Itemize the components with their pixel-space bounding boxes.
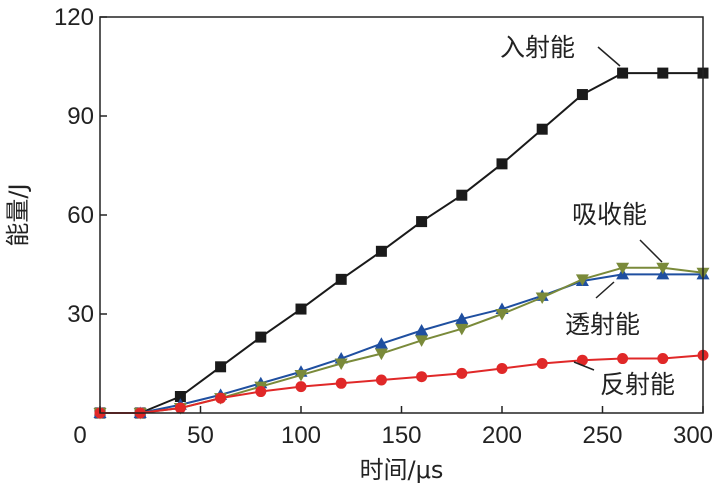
data-point-marker <box>616 262 630 275</box>
data-point-marker <box>576 89 588 101</box>
data-point-marker <box>295 303 307 315</box>
data-point-marker <box>416 371 428 383</box>
data-point-marker <box>496 362 508 374</box>
x-tick-label: 250 <box>582 422 622 449</box>
data-point-marker <box>334 358 348 370</box>
series-4 <box>94 349 709 419</box>
data-point-marker <box>335 377 347 389</box>
y-tick-label: 30 <box>67 301 94 328</box>
x-tick-label: 200 <box>482 422 522 449</box>
x-tick-label: 0 <box>73 422 86 449</box>
data-point-marker <box>575 274 589 286</box>
data-point-marker <box>295 381 307 393</box>
data-point-marker <box>255 331 267 343</box>
data-point-marker <box>495 309 509 321</box>
annotation-leader-line <box>573 361 595 371</box>
y-tick-label: 90 <box>67 103 94 130</box>
tick-layer: 0 50 100 150 200 250 300 30 60 90 120 <box>54 4 713 449</box>
data-point-marker <box>415 335 429 347</box>
series-1 <box>94 67 709 419</box>
data-point-marker <box>255 386 267 398</box>
data-point-marker <box>576 354 588 366</box>
data-point-marker <box>617 67 629 79</box>
data-point-marker <box>455 323 469 336</box>
data-point-marker <box>496 158 508 170</box>
y-tick-label: 60 <box>67 202 94 229</box>
annotation-leader-line <box>639 239 663 263</box>
series-line <box>100 72 703 414</box>
data-point-marker <box>657 353 669 365</box>
annotation-label: 吸收能 <box>572 200 647 229</box>
data-point-marker <box>416 216 428 228</box>
x-tick-label: 50 <box>187 422 214 449</box>
y-tick-label: 120 <box>54 4 94 31</box>
annotation-leader-line <box>597 46 621 67</box>
data-point-marker <box>374 348 388 361</box>
x-tick-label: 150 <box>381 422 421 449</box>
data-point-marker <box>174 402 186 414</box>
data-point-marker <box>415 324 429 336</box>
data-point-marker <box>335 273 347 285</box>
annotation-label: 透射能 <box>565 310 640 339</box>
annotation-label: 入射能 <box>500 33 575 62</box>
data-point-marker <box>656 262 670 275</box>
annotation-leader-line <box>595 281 615 299</box>
data-point-marker <box>374 337 388 349</box>
data-point-marker <box>456 367 468 379</box>
x-tick-label: 300 <box>673 422 713 449</box>
annotation-label: 反射能 <box>600 370 675 399</box>
data-point-marker <box>535 292 549 304</box>
series-line <box>100 273 703 414</box>
data-point-marker <box>617 353 629 365</box>
data-point-marker <box>215 392 227 404</box>
data-point-marker <box>215 361 227 373</box>
data-point-marker <box>455 312 469 324</box>
y-axis-title: 能量/J <box>4 183 32 246</box>
data-point-marker <box>536 123 548 135</box>
data-point-marker <box>174 391 186 402</box>
x-axis-title: 时间/μs <box>360 456 444 484</box>
data-point-marker <box>375 374 387 386</box>
data-point-marker <box>375 245 387 257</box>
series-line <box>100 354 704 414</box>
data-point-marker <box>657 67 669 79</box>
data-point-marker <box>456 189 468 201</box>
data-point-marker <box>294 370 308 382</box>
series-layer <box>93 67 710 420</box>
x-tick-label: 100 <box>281 422 321 449</box>
data-point-marker <box>536 358 548 369</box>
